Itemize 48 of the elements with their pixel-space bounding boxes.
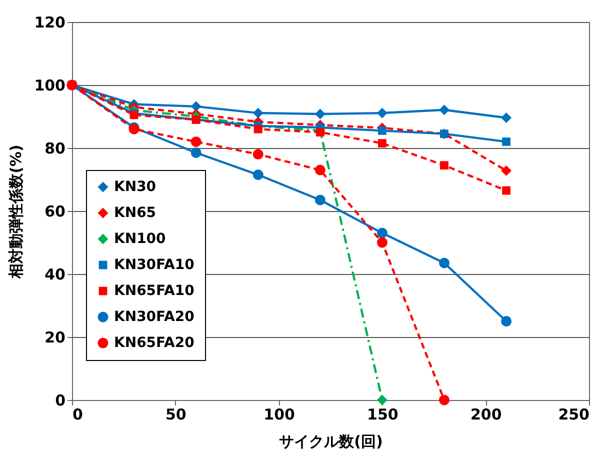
point (314, 108, 326, 120)
point (252, 149, 264, 160)
point (252, 108, 264, 118)
legend-label: KN30FA20 (114, 309, 195, 325)
legend-label: KN30 (114, 179, 156, 195)
point (378, 139, 386, 148)
point (438, 258, 450, 268)
point (316, 128, 324, 136)
legend-label: KN100 (114, 231, 166, 247)
point (254, 124, 262, 134)
point (190, 136, 202, 147)
point (440, 161, 448, 170)
point (438, 394, 450, 406)
point (314, 194, 326, 206)
legend-label: KN30FA10 (114, 257, 195, 273)
x-tick-label: 50 (165, 406, 186, 424)
point (501, 112, 512, 124)
point (252, 170, 264, 180)
y-tick-label: 60 (44, 202, 66, 220)
y-tick-label: 20 (44, 328, 66, 346)
point (378, 126, 386, 135)
point (376, 394, 388, 406)
point (501, 316, 512, 326)
point (376, 108, 388, 118)
x-tick-label: 0 (72, 406, 83, 424)
point (502, 138, 510, 146)
x-tick-label: 150 (367, 406, 398, 424)
point (502, 186, 510, 195)
y-tick-label: 0 (55, 392, 66, 410)
y-tick-label: 120 (34, 14, 66, 32)
legend-label: KN65FA20 (114, 335, 195, 351)
point (376, 228, 388, 238)
point (501, 165, 512, 176)
point (314, 164, 326, 176)
legend-label: KN65 (114, 205, 156, 221)
point (190, 147, 202, 158)
y-axis-title: 相対動弾性係数(%) (7, 144, 26, 280)
y-tick-label: 40 (44, 266, 66, 284)
point (376, 237, 388, 248)
x-tick-label: 100 (264, 406, 295, 424)
point (190, 101, 202, 112)
y-tick-label: 100 (34, 76, 66, 94)
x-tick-label: 200 (470, 406, 502, 424)
point (438, 104, 450, 116)
legend-label: KN65FA10 (114, 283, 195, 299)
x-tick-label: 250 (558, 406, 590, 424)
x-axis-title: サイクル数(回) (279, 432, 383, 450)
y-tick-label: 80 (44, 140, 66, 158)
